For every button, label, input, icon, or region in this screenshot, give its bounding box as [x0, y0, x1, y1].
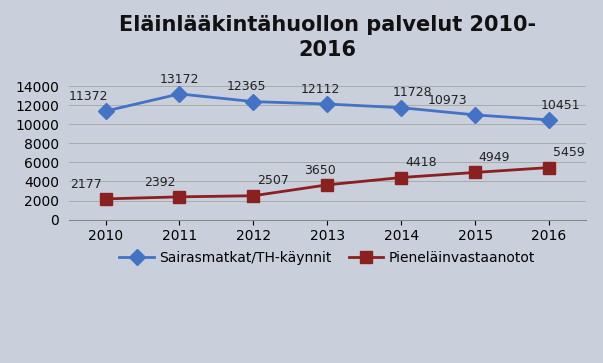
Text: 13172: 13172: [160, 73, 199, 86]
Line: Sairasmatkat/TH-käynnit: Sairasmatkat/TH-käynnit: [100, 88, 555, 126]
Sairasmatkat/TH-käynnit: [324, 102, 331, 106]
Text: 3650: 3650: [305, 163, 336, 176]
Text: 2392: 2392: [144, 176, 176, 188]
Text: 11728: 11728: [393, 86, 432, 99]
Line: Pieneläinvastaanotot: Pieneläinvastaanotot: [100, 162, 555, 204]
Text: 10451: 10451: [540, 99, 580, 111]
Pieneläinvastaanotot: [176, 195, 183, 199]
Pieneläinvastaanotot: [250, 193, 257, 198]
Text: 10973: 10973: [428, 94, 467, 107]
Text: 12365: 12365: [227, 80, 266, 93]
Sairasmatkat/TH-käynnit: [472, 113, 479, 117]
Sairasmatkat/TH-käynnit: [397, 106, 405, 110]
Text: 5459: 5459: [553, 146, 584, 159]
Sairasmatkat/TH-käynnit: [546, 118, 553, 122]
Text: 12112: 12112: [301, 83, 340, 96]
Pieneläinvastaanotot: [546, 166, 553, 170]
Pieneläinvastaanotot: [102, 197, 109, 201]
Text: 2507: 2507: [257, 174, 289, 187]
Text: 2177: 2177: [70, 178, 102, 191]
Text: 4949: 4949: [479, 151, 510, 164]
Title: Eläinlääkintähuollon palvelut 2010-
2016: Eläinlääkintähuollon palvelut 2010- 2016: [119, 15, 536, 60]
Legend: Sairasmatkat/TH-käynnit, Pieneläinvastaanotot: Sairasmatkat/TH-käynnit, Pieneläinvastaa…: [114, 246, 541, 271]
Text: 11372: 11372: [69, 90, 109, 103]
Pieneläinvastaanotot: [397, 175, 405, 180]
Sairasmatkat/TH-käynnit: [250, 99, 257, 104]
Sairasmatkat/TH-käynnit: [102, 109, 109, 113]
Text: 4418: 4418: [405, 156, 437, 169]
Pieneläinvastaanotot: [324, 183, 331, 187]
Sairasmatkat/TH-käynnit: [176, 92, 183, 96]
Pieneläinvastaanotot: [472, 170, 479, 175]
